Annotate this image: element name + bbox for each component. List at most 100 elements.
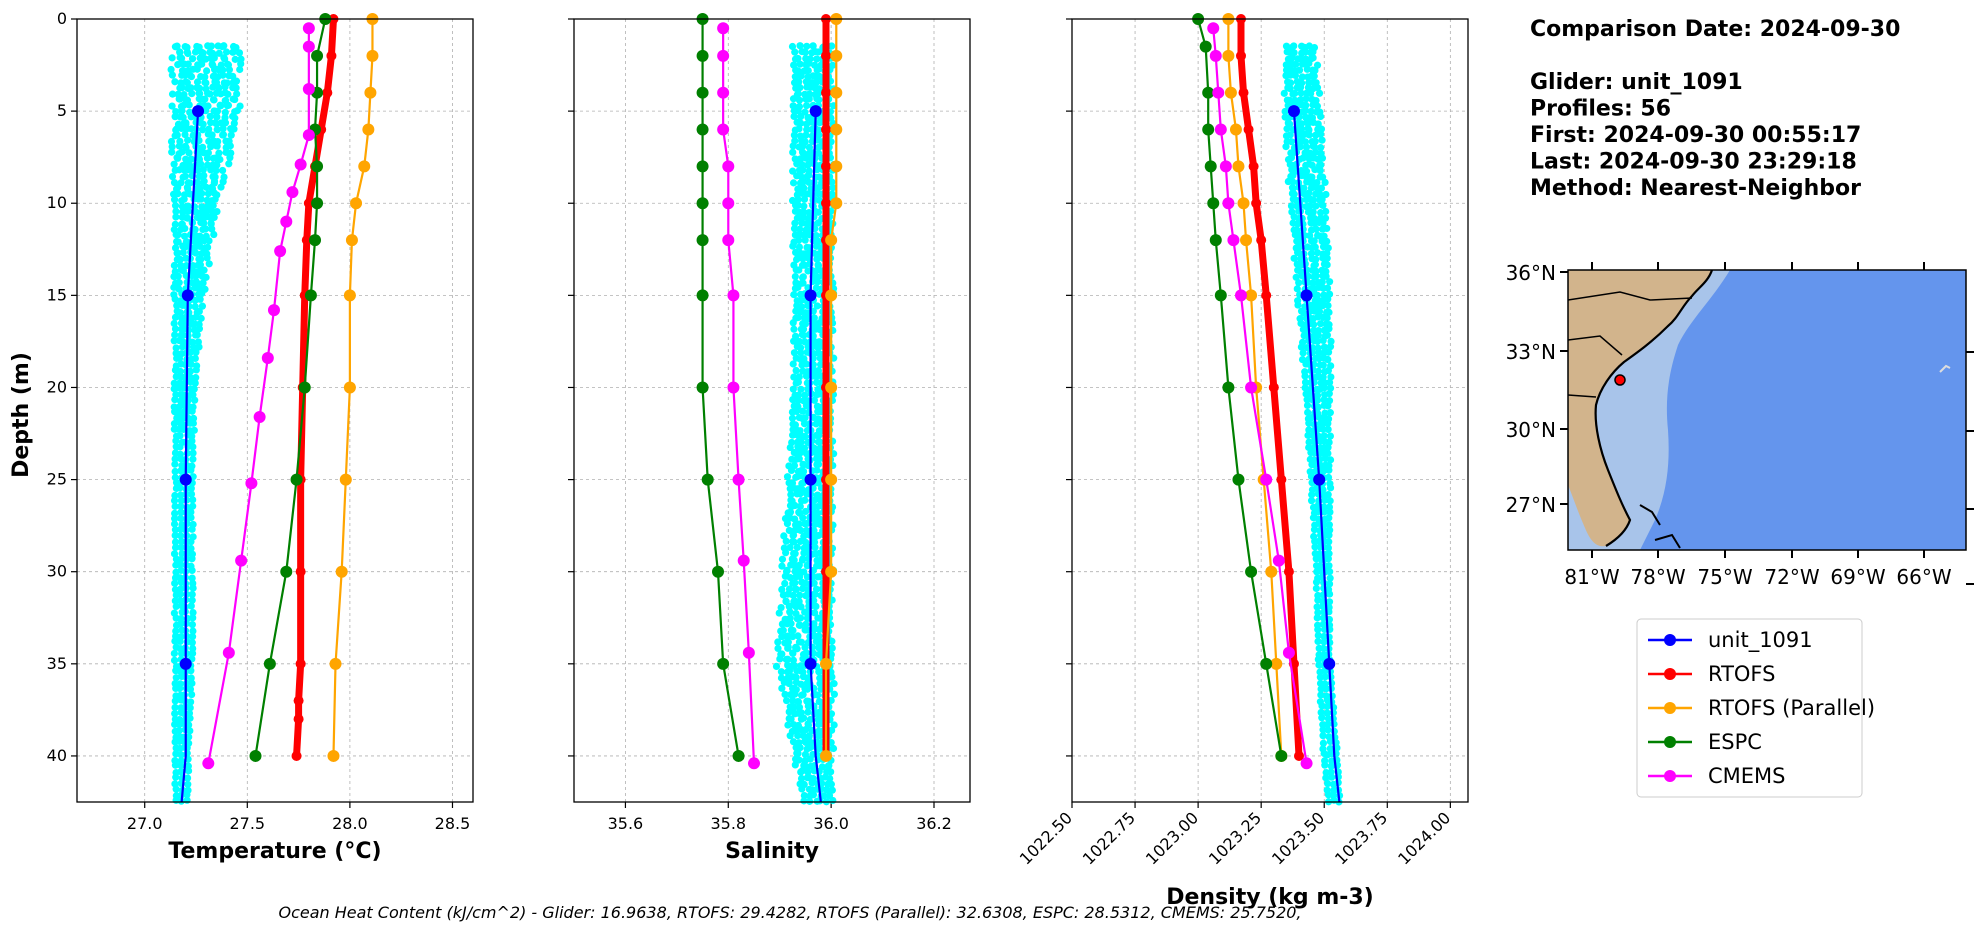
- x-tick-label: 27.0: [127, 814, 163, 833]
- glider-point: [1312, 225, 1320, 233]
- glider-point: [1295, 231, 1303, 239]
- glider-point: [1307, 497, 1316, 505]
- glider-point: [797, 112, 805, 121]
- info-line: Profiles: 56: [1530, 97, 1671, 122]
- glider-point: [791, 501, 799, 510]
- glider-point: [1318, 195, 1326, 203]
- glider-point: [1325, 538, 1333, 546]
- series-point: [202, 757, 215, 770]
- glider-point: [828, 637, 836, 645]
- glider-point: [167, 65, 175, 74]
- series-point: [1323, 657, 1336, 670]
- glider-point: [172, 750, 180, 758]
- series-point: [1245, 565, 1258, 578]
- glider-point: [791, 690, 799, 698]
- series-point: [345, 234, 358, 247]
- glider-point: [177, 502, 185, 510]
- glider-point: [1313, 102, 1321, 110]
- series-point: [1237, 197, 1250, 210]
- glider-point: [1308, 183, 1317, 191]
- series-point: [267, 304, 280, 317]
- glider-point: [1319, 644, 1327, 653]
- glider-point: [1321, 178, 1329, 186]
- glider-point: [178, 84, 186, 92]
- series-point: [222, 646, 235, 659]
- glider-point: [797, 774, 806, 783]
- glider-point: [188, 633, 197, 641]
- series-point: [1234, 289, 1247, 302]
- series-point: [727, 289, 740, 302]
- glider-point: [176, 484, 184, 492]
- glider-point: [229, 72, 237, 80]
- glider-point: [188, 55, 197, 63]
- glider-point: [1307, 89, 1315, 98]
- series-point: [1202, 86, 1215, 99]
- glider-point: [810, 314, 818, 322]
- glider-point: [1324, 491, 1332, 499]
- glider-point: [213, 113, 221, 121]
- glider-point: [814, 65, 823, 73]
- series-point: [825, 289, 838, 302]
- series-point: [309, 234, 322, 247]
- series-point: [1227, 234, 1240, 247]
- glider-point: [196, 295, 204, 303]
- glider-point: [171, 703, 179, 712]
- legend-entry: unit_1091: [1648, 628, 1813, 653]
- glider-point: [203, 154, 211, 162]
- glider-point: [1325, 590, 1334, 598]
- series-point: [274, 245, 287, 258]
- series-point: [722, 197, 735, 210]
- glider-point: [797, 189, 805, 197]
- glider-point: [187, 490, 196, 498]
- glider-point: [802, 725, 810, 734]
- glider-point: [199, 143, 207, 151]
- glider-point: [1323, 702, 1331, 711]
- glider-point: [178, 549, 186, 558]
- series-point: [1275, 749, 1288, 762]
- glider-point: [1299, 154, 1307, 162]
- glider-point: [799, 279, 807, 287]
- glider-point: [801, 391, 809, 399]
- series-point: [804, 473, 817, 486]
- series-point: [362, 123, 375, 136]
- glider-point: [187, 538, 195, 546]
- glider-point: [785, 526, 793, 535]
- glider-point: [1311, 243, 1319, 251]
- series-point: [1238, 87, 1249, 98]
- glider-point: [204, 189, 212, 198]
- series-point: [1219, 160, 1232, 173]
- series-point: [261, 351, 274, 364]
- series-point: [804, 289, 817, 302]
- glider-point: [792, 585, 801, 593]
- x-tick-label: 1023.75: [1331, 808, 1391, 868]
- glider-point: [1323, 224, 1331, 233]
- glider-point: [1301, 106, 1310, 115]
- glider-point: [219, 66, 227, 74]
- glider-point: [787, 466, 796, 475]
- glider-point: [177, 508, 185, 516]
- glider-point: [170, 520, 179, 528]
- glider-point: [801, 320, 810, 328]
- glider-point: [171, 761, 180, 769]
- glider-point: [796, 42, 804, 50]
- glider-point: [1322, 774, 1330, 782]
- glider-point: [789, 703, 798, 711]
- glider-point: [202, 183, 210, 191]
- glider-point: [801, 750, 810, 759]
- glider-point: [187, 508, 195, 516]
- glider-point: [803, 591, 811, 599]
- series-point: [1268, 382, 1279, 393]
- series-point: [253, 410, 266, 423]
- series-cmems: [1207, 22, 1313, 770]
- glider-point: [1280, 89, 1288, 97]
- glider-point: [1314, 631, 1322, 639]
- x-tick-label: 28.5: [435, 814, 471, 833]
- series-point: [1276, 474, 1287, 485]
- glider-point: [175, 354, 184, 363]
- series-point: [303, 198, 314, 209]
- y-tick-label: 15: [47, 285, 67, 304]
- glider-point: [796, 502, 804, 510]
- glider-point: [782, 696, 791, 705]
- info-line: Comparison Date: 2024-09-30: [1530, 17, 1900, 42]
- glider-point: [1325, 325, 1333, 333]
